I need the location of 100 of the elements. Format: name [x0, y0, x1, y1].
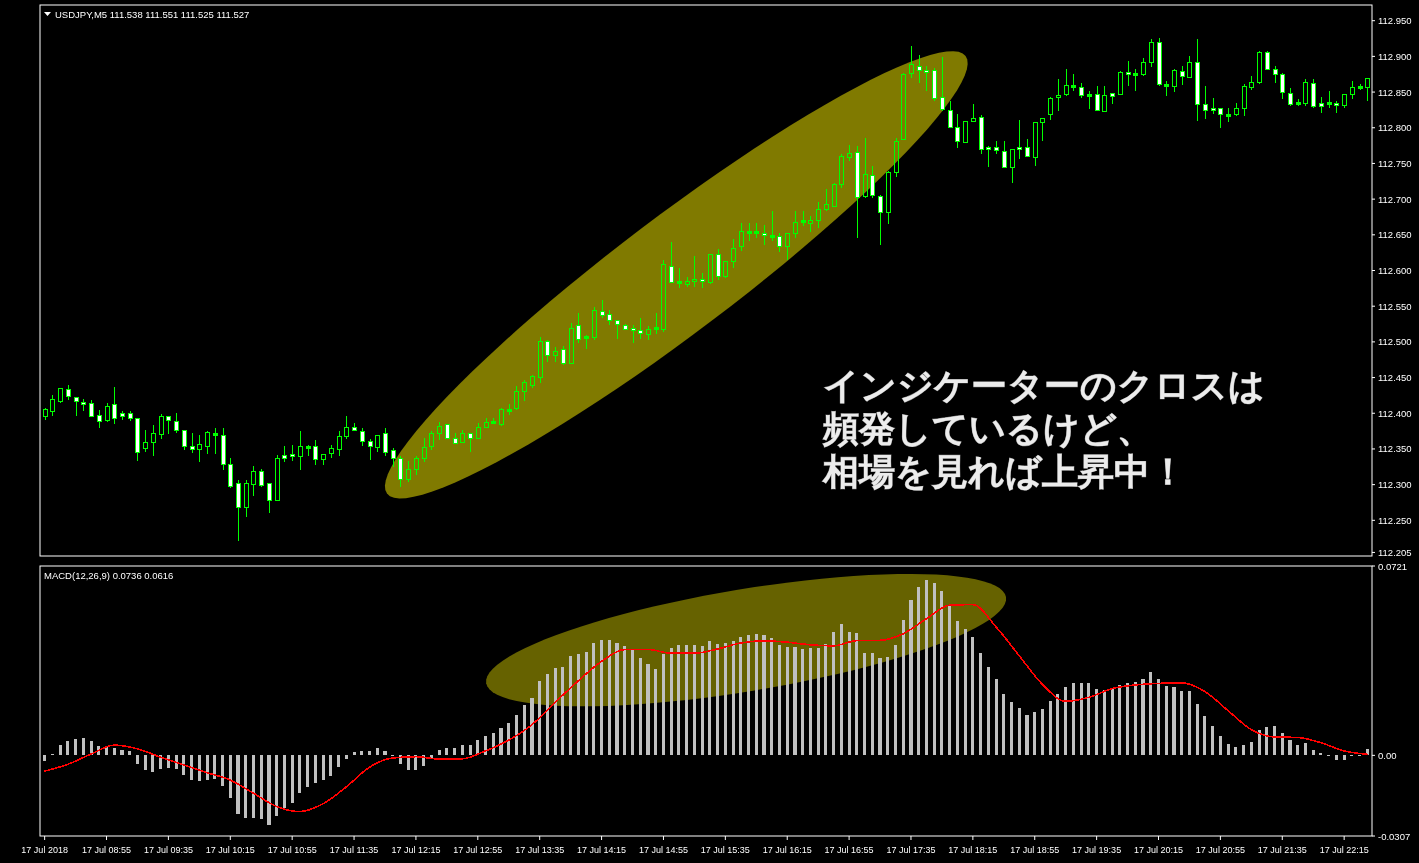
- chart-title: MACD(12,26,9) 0.0736 0.0616: [44, 569, 174, 581]
- candlestick: [506, 403, 513, 416]
- candlestick: [127, 410, 134, 422]
- bar: [128, 751, 132, 756]
- bar: [1102, 689, 1106, 756]
- bar: [886, 656, 890, 756]
- bar: [460, 744, 464, 756]
- candlestick: [1202, 85, 1209, 120]
- bar: [917, 586, 921, 756]
- candlestick: [320, 453, 327, 466]
- bar: [1288, 739, 1292, 756]
- bar: [832, 632, 836, 756]
- candlestick: [475, 422, 482, 440]
- bar: [909, 599, 913, 756]
- candlestick: [1326, 90, 1333, 109]
- candlestick: [653, 312, 660, 335]
- bar: [375, 748, 379, 756]
- candlestick: [908, 45, 915, 79]
- bar: [437, 750, 441, 756]
- y-tick-label: 112.350: [1378, 443, 1412, 455]
- candlestick: [1032, 121, 1039, 167]
- candlestick: [1264, 50, 1271, 71]
- y-tick-label: 112.205: [1378, 546, 1412, 558]
- candlestick: [134, 417, 141, 462]
- bar: [979, 652, 983, 756]
- bar: [507, 723, 511, 756]
- candlestick: [807, 215, 814, 233]
- bar: [808, 648, 812, 756]
- bar: [1087, 682, 1091, 756]
- candlestick: [722, 260, 729, 279]
- candlestick: [1078, 82, 1085, 99]
- candlestick: [691, 255, 698, 288]
- candlestick: [266, 482, 273, 514]
- bar: [940, 590, 944, 756]
- candlestick: [405, 460, 412, 483]
- candlestick: [978, 114, 985, 155]
- candlestick: [1171, 68, 1178, 93]
- y-tick-label: 112.650: [1378, 229, 1412, 241]
- bar: [592, 643, 596, 756]
- candlestick: [1186, 55, 1193, 79]
- y-tick-label: 112.750: [1378, 157, 1412, 169]
- candlestick: [196, 434, 203, 463]
- candlestick: [490, 417, 497, 425]
- candlestick: [900, 72, 907, 141]
- bar: [785, 646, 789, 756]
- candlestick: [730, 238, 737, 269]
- bar: [190, 755, 194, 781]
- candlestick: [65, 384, 72, 401]
- bar: [1017, 708, 1021, 756]
- candlestick: [753, 222, 760, 239]
- candlestick: [421, 437, 428, 463]
- candlestick: [1117, 70, 1124, 96]
- bar: [948, 605, 952, 756]
- candlestick: [42, 407, 49, 421]
- bar: [244, 755, 248, 818]
- candlestick: [862, 137, 869, 199]
- bar: [716, 644, 720, 756]
- bar: [638, 658, 642, 756]
- bar: [569, 656, 573, 756]
- bar: [723, 642, 727, 756]
- candlestick: [660, 259, 667, 333]
- candlestick: [537, 336, 544, 384]
- y-tick-label: 112.300: [1378, 479, 1412, 491]
- bar: [1141, 678, 1145, 756]
- candlestick: [831, 182, 838, 208]
- candlestick: [1156, 37, 1163, 87]
- bar: [538, 681, 542, 756]
- candlestick: [452, 432, 459, 445]
- y-tick-label: 112.850: [1378, 86, 1412, 98]
- candlestick: [1101, 85, 1108, 113]
- candlestick: [382, 427, 389, 457]
- candlestick: [560, 345, 567, 366]
- candlestick: [591, 306, 598, 341]
- candlestick: [204, 430, 211, 455]
- candlestick: [312, 439, 319, 466]
- candlestick: [1086, 90, 1093, 110]
- bar: [576, 653, 580, 756]
- bar: [1149, 671, 1153, 756]
- y-tick-label: 112.450: [1378, 372, 1412, 384]
- bar: [661, 653, 665, 756]
- bar: [855, 633, 859, 756]
- candlestick: [630, 324, 637, 344]
- bar: [1056, 694, 1060, 756]
- candlestick: [606, 309, 613, 326]
- candlestick: [552, 346, 559, 363]
- bar: [623, 646, 627, 756]
- x-tick-label: 17 Jul 16:15: [762, 845, 812, 855]
- candlestick: [336, 430, 343, 457]
- candlestick: [297, 430, 304, 471]
- bar: [530, 697, 534, 756]
- bar: [824, 643, 828, 756]
- x-tick-label: 17 Jul 12:55: [453, 845, 503, 855]
- bar: [337, 755, 341, 767]
- candlestick: [1148, 38, 1155, 68]
- candlestick: [281, 445, 288, 463]
- x-tick-label: 17 Jul 12:15: [391, 845, 441, 855]
- candlestick: [243, 479, 250, 518]
- bar: [1296, 745, 1300, 756]
- candlestick: [57, 387, 64, 404]
- x-tick-label: 17 Jul 20:55: [1195, 845, 1245, 855]
